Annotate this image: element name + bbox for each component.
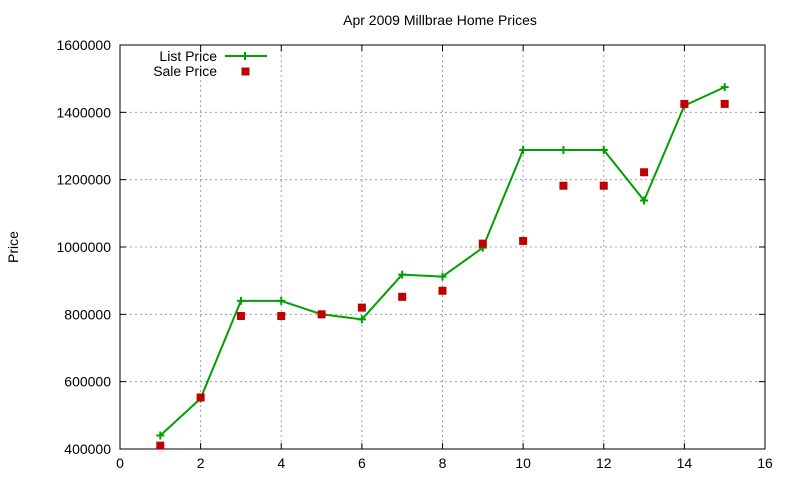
x-tick-label: 16 <box>757 455 773 471</box>
data-point-sale-price <box>398 292 407 301</box>
data-point-list-price <box>236 296 245 305</box>
y-tick-label: 1400000 <box>56 104 111 120</box>
data-point-sale-price <box>196 393 205 402</box>
x-tick-label: 12 <box>596 455 612 471</box>
y-tick-label: 1000000 <box>56 239 111 255</box>
y-tick-label: 800000 <box>64 306 111 322</box>
data-point-sale-price <box>519 236 528 245</box>
data-point-sale-price <box>156 441 165 450</box>
x-tick-label: 10 <box>515 455 531 471</box>
legend-marker-list-price <box>241 52 249 60</box>
data-point-sale-price <box>599 181 608 190</box>
data-point-list-price <box>640 196 649 205</box>
x-tick-label: 8 <box>439 455 447 471</box>
grid <box>120 45 765 449</box>
data-point-list-price <box>156 431 165 440</box>
data-point-list-price <box>398 270 407 279</box>
legend-label-list-price: List Price <box>159 48 217 64</box>
y-axis-label: Price <box>5 231 21 263</box>
x-tick-label: 2 <box>197 455 205 471</box>
legend-marker-sale-price <box>241 67 250 76</box>
data-point-sale-price <box>438 286 447 295</box>
data-point-sale-price <box>357 303 366 312</box>
data-point-sale-price <box>317 310 326 319</box>
data-point-sale-price <box>720 99 729 108</box>
data-point-list-price <box>720 83 729 92</box>
data-point-sale-price <box>680 99 689 108</box>
y-tick-label: 1200000 <box>56 172 111 188</box>
data-point-sale-price <box>236 312 245 321</box>
x-tick-label: 4 <box>277 455 285 471</box>
data-point-sale-price <box>478 239 487 248</box>
data-point-list-price <box>438 272 447 281</box>
data-point-list-price <box>559 146 568 155</box>
data-point-list-price <box>519 146 528 155</box>
data-point-list-price <box>357 315 366 324</box>
x-tick-label: 0 <box>116 455 124 471</box>
legend-label-sale-price: Sale Price <box>153 63 217 79</box>
data-point-list-price <box>277 296 286 305</box>
y-tick-label: 1600000 <box>56 37 111 53</box>
y-tick-label: 600000 <box>64 374 111 390</box>
x-tick-label: 14 <box>677 455 693 471</box>
legend: List Price Sale Price <box>153 48 267 79</box>
data-point-list-price <box>599 146 608 155</box>
data-point-sale-price <box>559 181 568 190</box>
y-tick-label: 400000 <box>64 441 111 457</box>
axis-ticks: 0 2 4 6 8 10 12 14 16 400000 600000 800000 1000000 12… <box>56 37 773 471</box>
data-point-sale-price <box>277 312 286 321</box>
data-point-sale-price <box>640 168 649 177</box>
series <box>156 83 729 450</box>
chart-title: Apr 2009 Millbrae Home Prices <box>343 12 537 28</box>
x-tick-label: 6 <box>358 455 366 471</box>
